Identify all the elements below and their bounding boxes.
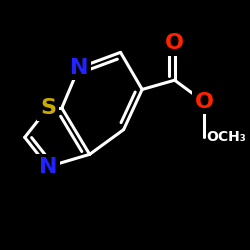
Text: O: O	[194, 92, 214, 112]
Text: OCH₃: OCH₃	[206, 130, 246, 144]
Text: O: O	[165, 33, 184, 53]
Text: N: N	[70, 58, 88, 78]
Text: S: S	[40, 98, 56, 118]
Text: N: N	[39, 157, 57, 177]
